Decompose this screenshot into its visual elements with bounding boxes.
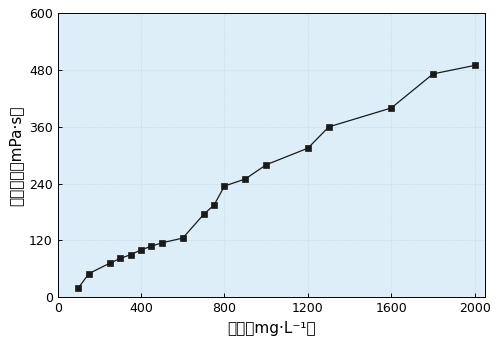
Y-axis label: 表观粘度（mPa·s）: 表观粘度（mPa·s） [8,105,24,206]
X-axis label: 浓度（mg·L⁻¹）: 浓度（mg·L⁻¹） [227,321,316,336]
